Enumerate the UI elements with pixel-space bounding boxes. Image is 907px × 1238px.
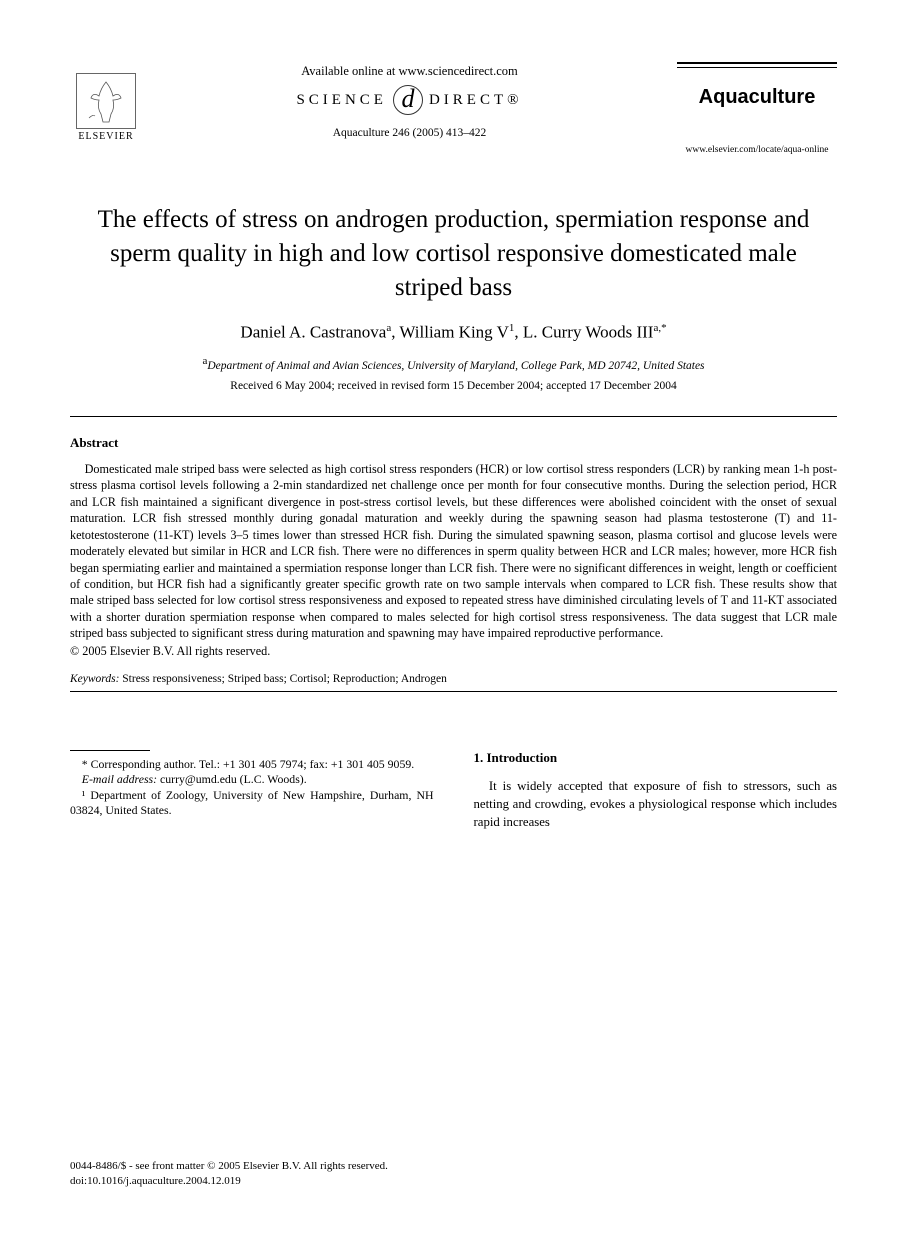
journal-url: www.elsevier.com/locate/aqua-online — [677, 145, 837, 155]
elsevier-logo: ELSEVIER — [70, 62, 142, 142]
author-1: Daniel A. Castranova — [240, 323, 386, 342]
article-title: The effects of stress on androgen produc… — [90, 203, 817, 304]
front-matter-line1: 0044-8486/$ - see front matter © 2005 El… — [70, 1159, 440, 1173]
intro-paragraph: It is widely accepted that exposure of f… — [474, 778, 838, 832]
elsevier-name: ELSEVIER — [78, 131, 133, 142]
email-line: E-mail address: curry@umd.edu (L.C. Wood… — [70, 772, 434, 787]
keywords-line: Keywords: Stress responsiveness; Striped… — [70, 673, 837, 685]
author-2: William King V — [399, 323, 509, 342]
center-header: Available online at www.sciencedirect.co… — [142, 62, 677, 139]
elsevier-tree-icon — [76, 73, 136, 129]
copyright-line: © 2005 Elsevier B.V. All rights reserved… — [70, 644, 837, 659]
article-dates: Received 6 May 2004; received in revised… — [70, 380, 837, 392]
author-2-sup: 1 — [509, 322, 515, 334]
footnote-rule — [70, 750, 150, 751]
front-matter: 0044-8486/$ - see front matter © 2005 El… — [70, 1159, 440, 1188]
journal-title: Aquaculture — [677, 86, 837, 109]
email-label: E-mail address: — [82, 772, 157, 786]
sd-left: SCIENCE — [296, 92, 387, 109]
keywords-text: Stress responsiveness; Striped bass; Cor… — [122, 673, 447, 685]
journal-rule-icon — [677, 62, 837, 68]
footnotes-column: * Corresponding author. Tel.: +1 301 405… — [70, 750, 434, 832]
sciencedirect-logo: SCIENCE d DIRECT® — [296, 85, 522, 115]
authors-line: Daniel A. Castranovaa, William King V1, … — [70, 322, 837, 343]
available-online-text: Available online at www.sciencedirect.co… — [142, 64, 677, 79]
email-value: curry@umd.edu (L.C. Woods). — [160, 772, 307, 786]
sd-right: DIRECT® — [429, 92, 523, 109]
author-1-sup: a — [386, 322, 391, 334]
bottom-columns: * Corresponding author. Tel.: +1 301 405… — [70, 750, 837, 832]
affiliation: aDepartment of Animal and Avian Sciences… — [70, 355, 837, 372]
journal-cover-box: Aquaculture www.elsevier.com/locate/aqua… — [677, 62, 837, 155]
corresponding-author: * Corresponding author. Tel.: +1 301 405… — [70, 757, 434, 772]
author-3-sup: a,* — [653, 322, 666, 334]
abstract-text: Domesticated male striped bass were sele… — [70, 461, 837, 642]
doi-line: doi:10.1016/j.aquaculture.2004.12.019 — [70, 1174, 440, 1188]
intro-heading: 1. Introduction — [474, 750, 838, 766]
footnotes: * Corresponding author. Tel.: +1 301 405… — [70, 757, 434, 818]
journal-reference: Aquaculture 246 (2005) 413–422 — [142, 127, 677, 139]
abstract-heading: Abstract — [70, 435, 837, 451]
article-header: ELSEVIER Available online at www.science… — [70, 62, 837, 155]
author-3: L. Curry Woods III — [523, 323, 654, 342]
rule-below-keywords — [70, 691, 837, 692]
affiliation-footnote: ¹ Department of Zoology, University of N… — [70, 788, 434, 819]
keywords-label: Keywords: — [70, 673, 119, 685]
affiliation-text: Department of Animal and Avian Sciences,… — [207, 360, 704, 372]
sd-d-icon: d — [393, 85, 423, 115]
intro-column: 1. Introduction It is widely accepted th… — [474, 750, 838, 832]
rule-above-abstract — [70, 416, 837, 417]
